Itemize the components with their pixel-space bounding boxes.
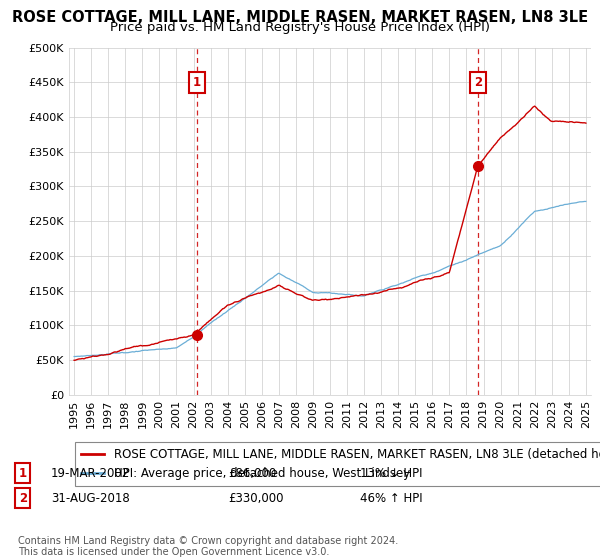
Text: 19-MAR-2002: 19-MAR-2002: [51, 466, 130, 480]
Text: 31-AUG-2018: 31-AUG-2018: [51, 492, 130, 505]
Text: ROSE COTTAGE, MILL LANE, MIDDLE RASEN, MARKET RASEN, LN8 3LE: ROSE COTTAGE, MILL LANE, MIDDLE RASEN, M…: [12, 10, 588, 25]
Text: Price paid vs. HM Land Registry's House Price Index (HPI): Price paid vs. HM Land Registry's House …: [110, 21, 490, 34]
Text: 46% ↑ HPI: 46% ↑ HPI: [360, 492, 422, 505]
Text: Contains HM Land Registry data © Crown copyright and database right 2024.
This d: Contains HM Land Registry data © Crown c…: [18, 535, 398, 557]
Text: 2: 2: [473, 76, 482, 89]
Text: 1: 1: [193, 76, 201, 89]
Text: £86,000: £86,000: [228, 466, 276, 480]
Text: 1: 1: [19, 466, 27, 480]
Text: 2: 2: [19, 492, 27, 505]
Text: £330,000: £330,000: [228, 492, 284, 505]
Legend: ROSE COTTAGE, MILL LANE, MIDDLE RASEN, MARKET RASEN, LN8 3LE (detached house), H: ROSE COTTAGE, MILL LANE, MIDDLE RASEN, M…: [75, 442, 600, 486]
Text: 13% ↓ HPI: 13% ↓ HPI: [360, 466, 422, 480]
